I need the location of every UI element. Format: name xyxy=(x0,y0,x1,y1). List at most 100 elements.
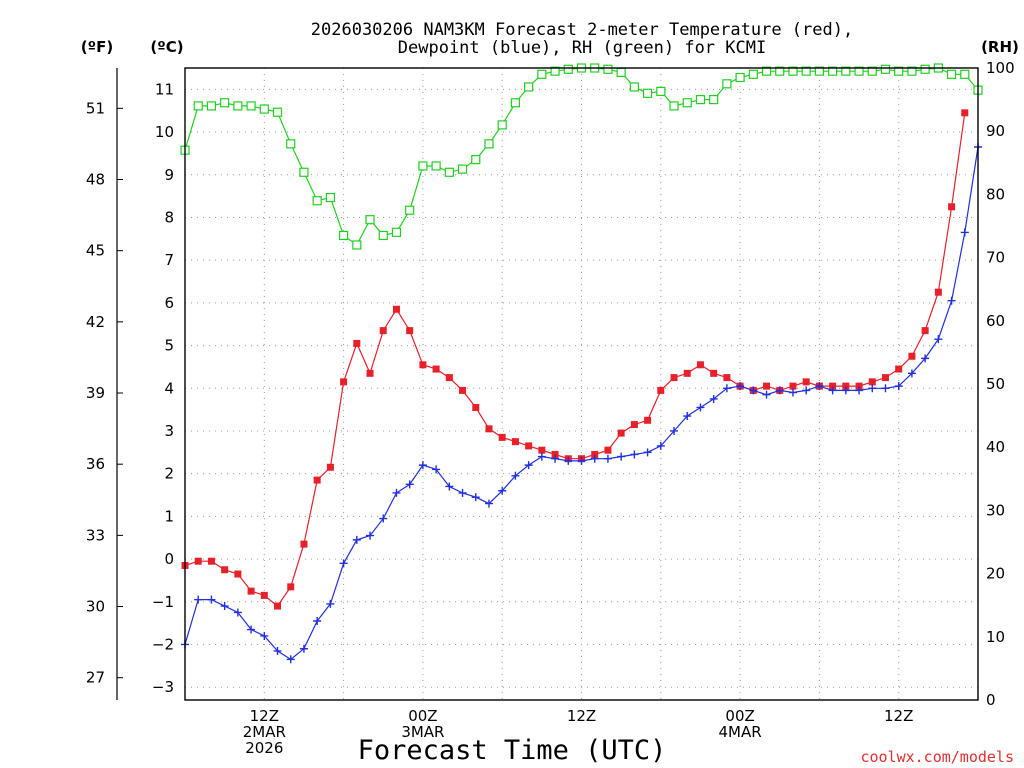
dewpoint-point xyxy=(868,384,877,393)
temperature-point xyxy=(194,557,202,565)
celsius-axis-unit: (ºC) xyxy=(150,38,183,56)
rh-tick-label: 10 xyxy=(986,628,1005,646)
dewpoint-point xyxy=(630,450,639,459)
rh-point xyxy=(471,155,481,165)
temperature-point xyxy=(538,446,546,454)
credit-text: coolwx.com/models xyxy=(860,748,1014,766)
rh-point xyxy=(233,101,243,111)
rh-point xyxy=(524,82,534,92)
dewpoint-point xyxy=(788,388,797,397)
rh-point xyxy=(656,86,666,96)
temperature-point xyxy=(789,382,797,390)
rh-point xyxy=(775,66,785,76)
temperature-point xyxy=(353,339,361,347)
temperature-point xyxy=(855,382,863,390)
rh-point xyxy=(722,79,732,89)
temperature-point xyxy=(274,602,282,610)
dewpoint-point xyxy=(960,228,969,237)
x-tick-label: 2MAR xyxy=(243,723,286,741)
rh-tick-label: 60 xyxy=(986,312,1005,330)
temperature-point xyxy=(340,378,348,386)
dewpoint-point xyxy=(432,465,441,474)
dewpoint-point xyxy=(722,384,731,393)
dewpoint-point xyxy=(749,386,758,395)
temperature-point xyxy=(511,438,519,446)
data-series xyxy=(180,63,983,664)
celsius-tick-label: 3 xyxy=(164,422,174,440)
rh-tick-label: 40 xyxy=(986,438,1005,456)
dewpoint-point xyxy=(194,595,203,604)
rh-point xyxy=(669,101,679,111)
rh-point xyxy=(510,98,521,108)
rh-point xyxy=(695,94,706,105)
rh-point xyxy=(259,104,269,114)
temperature-point xyxy=(445,374,453,382)
x-axis-label: Forecast Time (UTC) xyxy=(358,735,667,766)
temperature-point xyxy=(591,450,599,458)
rh-point xyxy=(880,64,891,74)
temperature-point xyxy=(895,365,903,373)
grid-lines xyxy=(185,68,978,700)
dewpoint-point xyxy=(841,386,850,395)
rh-tick-label: 80 xyxy=(986,185,1005,203)
fahrenheit-tick-label: 30 xyxy=(86,598,105,616)
fahrenheit-tick-label: 27 xyxy=(86,669,105,687)
x-tick-label: 4MAR xyxy=(719,723,762,741)
rh-point xyxy=(550,66,560,76)
dewpoint-point xyxy=(207,595,216,604)
dewpoint-point xyxy=(339,559,348,568)
dewpoint-point xyxy=(286,655,295,664)
temperature-point xyxy=(392,305,400,313)
rh-point xyxy=(391,227,402,237)
rh-point xyxy=(444,167,454,177)
rh-tick-label: 70 xyxy=(986,249,1005,267)
rh-point xyxy=(642,88,653,98)
rh-point xyxy=(220,98,230,108)
rh-point xyxy=(537,69,547,79)
rh-tick-label: 90 xyxy=(986,122,1005,140)
fahrenheit-axis-unit: (ºF) xyxy=(81,38,113,56)
rh-point xyxy=(457,164,468,174)
rh-point xyxy=(193,101,203,111)
dewpoint-point xyxy=(683,412,692,421)
celsius-tick-label: −2 xyxy=(152,635,174,653)
rh-point xyxy=(299,167,309,177)
fahrenheit-tick-label: 33 xyxy=(86,526,105,544)
x-tick-label: 12Z xyxy=(250,707,279,725)
rh-point xyxy=(352,240,362,250)
dewpoint-point xyxy=(273,646,282,655)
temperature-point xyxy=(485,425,493,433)
rh-point xyxy=(735,72,745,83)
temperature-point xyxy=(710,369,718,377)
rh-point xyxy=(761,66,772,76)
celsius-tick-label: 9 xyxy=(164,166,174,184)
dewpoint-point xyxy=(418,461,427,470)
dewpoint-point xyxy=(471,493,480,502)
dewpoint-point xyxy=(815,382,824,391)
dewpoint-point xyxy=(352,535,361,544)
temperature-point xyxy=(921,327,929,335)
rh-point xyxy=(325,192,335,203)
celsius-tick-label: −3 xyxy=(152,678,174,696)
temperature-point xyxy=(313,476,321,484)
temperature-point xyxy=(260,591,268,599)
rh-point xyxy=(206,101,217,111)
temperature-point xyxy=(630,421,638,429)
temperature-line xyxy=(184,112,966,607)
dewpoint-point xyxy=(921,354,930,363)
temperature-point xyxy=(802,378,810,386)
rh-point xyxy=(405,205,415,215)
rh-point xyxy=(788,66,798,76)
celsius-tick-label: 8 xyxy=(164,208,174,226)
temperature-point xyxy=(247,587,255,595)
temperature-point xyxy=(881,374,889,382)
dewpoint-point xyxy=(934,335,943,344)
rh-point xyxy=(339,230,349,241)
fahrenheit-tick-label: 45 xyxy=(86,242,105,260)
x-tick-label: 12Z xyxy=(567,707,596,725)
dewpoint-point xyxy=(326,599,335,608)
celsius-tick-label: 7 xyxy=(164,251,174,269)
celsius-tick-label: 4 xyxy=(164,379,174,397)
dewpoint-point xyxy=(247,625,256,634)
x-tick-label: 2026 xyxy=(245,739,283,757)
